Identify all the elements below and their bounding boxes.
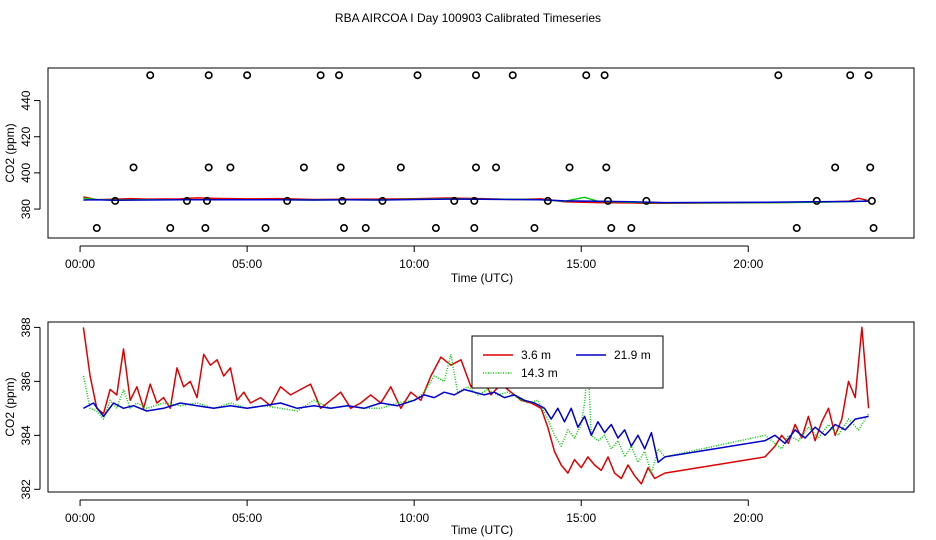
bottom-x-tick-label: 20:00 [733, 511, 763, 525]
top-x-tick-label: 10:00 [399, 257, 429, 271]
calibration-point-bottom [792, 224, 801, 233]
calibration-point-low [378, 196, 387, 205]
calibration-point-high [508, 71, 517, 80]
calibration-point-bottom [530, 224, 539, 233]
chart-title: RBA AIRCOA I Day 100903 Calibrated Times… [335, 11, 601, 25]
calibration-point-high [204, 71, 213, 80]
calibration-point-mid [471, 163, 480, 172]
calibration-point-bottom [431, 224, 440, 233]
top-panel: 00:00 05:00 10:00 15:00 20:00 380 400 420 440 Ti… [3, 67, 915, 285]
calibration-point-mid [129, 163, 138, 172]
bottom-series-line-21-9m [83, 388, 869, 464]
legend-label-3-6m: 3.6 m [521, 348, 551, 362]
calibration-point-high [316, 71, 325, 80]
bottom-series-line-14-3m [82, 353, 870, 474]
top-x-tick-label: 15:00 [566, 257, 596, 271]
calibration-point-mid [204, 163, 213, 172]
bottom-x-axis-label: Time (UTC) [451, 523, 513, 537]
calibration-point-high [846, 71, 855, 80]
top-y-tick-label: 380 [19, 199, 33, 219]
bottom-y-tick-label: 382 [19, 479, 33, 499]
calibration-point-bottom [869, 224, 878, 233]
legend: 3.6 m 14.3 m 21.9 m [471, 335, 664, 389]
bottom-panel: 00:00 05:00 10:00 15:00 20:00 382 384 386 388 Ti… [3, 317, 915, 537]
top-plot-frame [47, 67, 915, 239]
calibration-point-low [111, 196, 120, 205]
bottom-plot-frame [47, 321, 915, 493]
calibration-point-low [283, 196, 292, 205]
calibration-point-high [243, 71, 252, 80]
top-y-tick-label: 400 [19, 163, 33, 183]
calibration-point-low [338, 196, 347, 205]
calibration-point-mid [492, 163, 501, 172]
calibration-point-bottom [470, 224, 479, 233]
bottom-y-tick-label: 384 [19, 425, 33, 445]
top-y-tick-label: 420 [19, 126, 33, 146]
bottom-x-tick-label: 05:00 [232, 511, 262, 525]
calibration-point-bottom [361, 224, 370, 233]
calibration-point-bottom [627, 224, 636, 233]
calibration-point-bottom [92, 224, 101, 233]
legend-box [471, 335, 664, 389]
calibration-point-low [603, 196, 612, 205]
calibration-point-bottom [607, 224, 616, 233]
calibration-point-low [182, 196, 191, 205]
top-x-tick-label: 05:00 [232, 257, 262, 271]
top-x-tick-label: 00:00 [65, 257, 95, 271]
calibration-point-low [470, 196, 479, 205]
calibration-point-mid [831, 163, 840, 172]
top-y-axis-label: CO2 (ppm) [3, 123, 17, 182]
top-series-line-21-9m [83, 198, 869, 204]
calibration-point-low [543, 196, 552, 205]
calibration-point-bottom [261, 224, 270, 233]
bottom-x-tick-label: 00:00 [65, 511, 95, 525]
calibration-point-low [642, 196, 651, 205]
calibration-point-low [203, 196, 212, 205]
calibration-point-mid [299, 163, 308, 172]
calibration-point-mid [866, 163, 875, 172]
calibration-point-high [774, 71, 783, 80]
bottom-y-tick-label: 386 [19, 371, 33, 391]
calibration-point-mid [565, 163, 574, 172]
calibration-point-mid [336, 163, 345, 172]
calibration-point-mid [396, 163, 405, 172]
legend-label-14-3m: 14.3 m [521, 366, 558, 380]
bottom-y-tick-label: 388 [19, 317, 33, 337]
calibration-point-high [864, 71, 873, 80]
calibration-point-high [146, 71, 155, 80]
calibration-point-high [335, 71, 344, 80]
top-x-axis-label: Time (UTC) [451, 271, 513, 285]
calibration-point-high [413, 71, 422, 80]
legend-label-21-9m: 21.9 m [614, 348, 651, 362]
calibration-point-low [812, 196, 821, 205]
calibration-point-high [600, 71, 609, 80]
calibration-point-high [582, 71, 591, 80]
calibration-point-mid [226, 163, 235, 172]
bottom-x-tick-label: 15:00 [566, 511, 596, 525]
top-y-tick-label: 440 [19, 90, 33, 110]
calibration-point-bottom [166, 224, 175, 233]
bottom-x-tick-label: 10:00 [399, 511, 429, 525]
bottom-series-line-3-6m [82, 326, 870, 485]
calibration-point-low [867, 196, 876, 205]
calibration-point-mid [602, 163, 611, 172]
bottom-y-axis-label: CO2 (ppm) [3, 377, 17, 436]
calibration-point-high [471, 71, 480, 80]
calibration-point-bottom [201, 224, 210, 233]
calibration-point-low [450, 196, 459, 205]
calibration-point-bottom [340, 224, 349, 233]
top-x-tick-label: 20:00 [733, 257, 763, 271]
